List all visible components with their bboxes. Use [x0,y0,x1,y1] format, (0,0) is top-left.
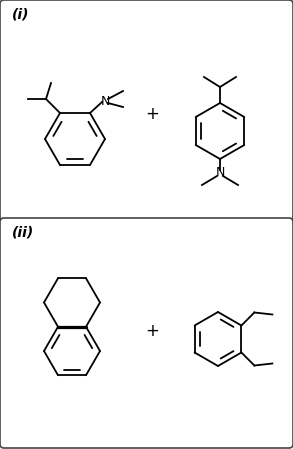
Text: +: + [145,105,159,123]
FancyBboxPatch shape [0,218,293,448]
Text: N: N [215,167,225,180]
FancyBboxPatch shape [0,0,293,221]
Text: +: + [145,322,159,340]
Text: N: N [100,95,110,107]
Text: (ii): (ii) [12,225,34,239]
Text: (i): (i) [12,8,30,22]
